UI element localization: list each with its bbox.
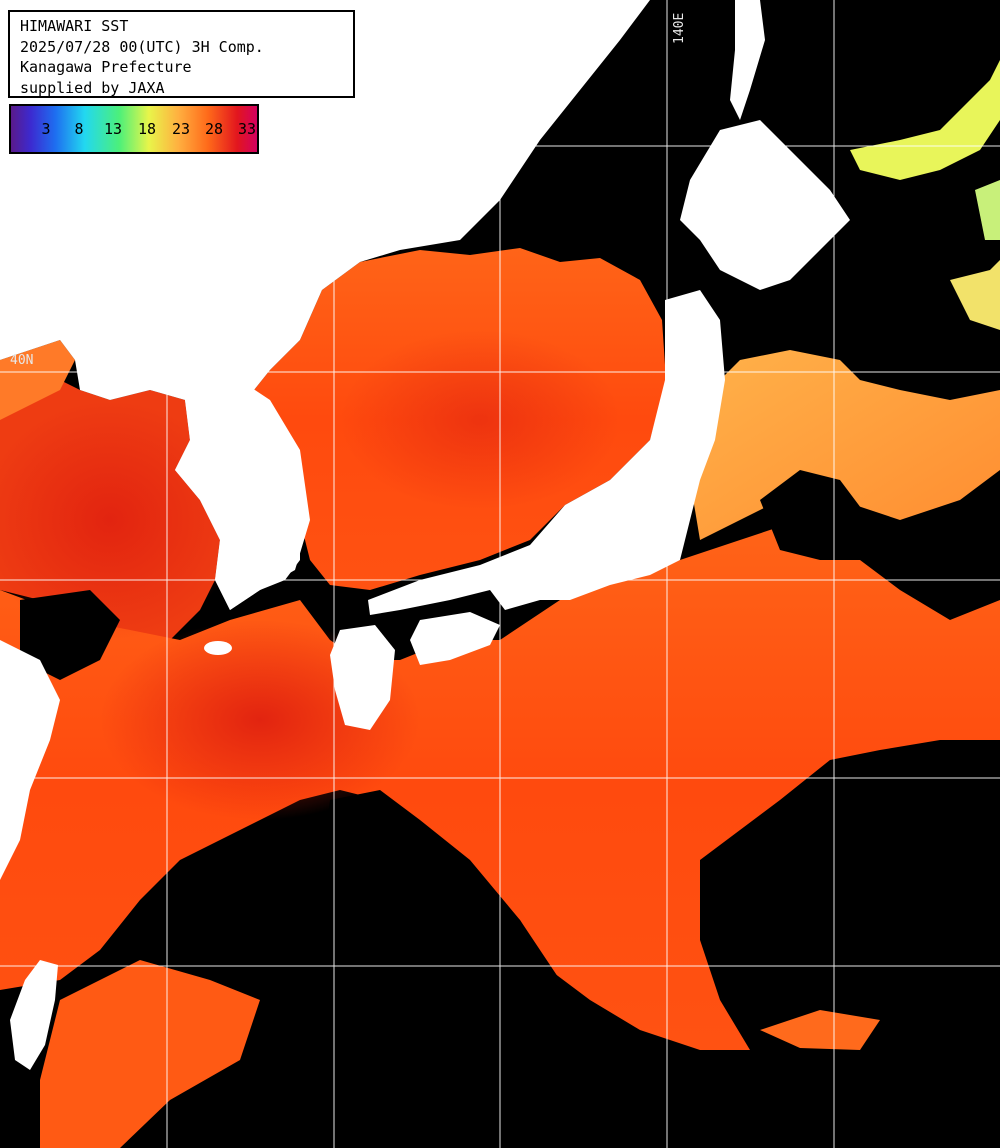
color-scale-legend: 3 8 13 18 23 28 33 xyxy=(9,104,259,154)
hot-zone-3 xyxy=(340,330,620,510)
legend-tick: 13 xyxy=(103,120,123,138)
legend-tick: 28 xyxy=(204,120,224,138)
legend-tick: 23 xyxy=(171,120,191,138)
lon-140-label: 140E xyxy=(672,12,687,44)
land-korea xyxy=(175,380,310,610)
land-china-coast xyxy=(0,640,60,880)
land-hokkaido xyxy=(680,120,850,290)
land-honshu xyxy=(368,290,725,615)
timestamp-line: 2025/07/28 00(UTC) 3H Comp. xyxy=(20,37,264,56)
cloud-patch-north xyxy=(820,330,1000,400)
region-line: Kanagawa Prefecture xyxy=(20,58,192,76)
legend-tick: 33 xyxy=(237,120,257,138)
northeast-cool-spots xyxy=(850,60,1000,180)
land-jeju xyxy=(204,641,232,655)
legend-tick: 8 xyxy=(74,120,84,138)
northeast-cool-spots-2 xyxy=(950,260,1000,330)
cloud-patch-south-west xyxy=(160,790,600,1148)
northeast-cool-spots-3 xyxy=(975,180,1000,240)
south-warm-strip xyxy=(40,960,260,1148)
pacific-cool-zone xyxy=(690,350,1000,540)
legend-tick: 18 xyxy=(137,120,157,138)
info-box: HIMAWARI SST 2025/07/28 00(UTC) 3H Comp.… xyxy=(8,10,355,98)
south-warm-strip-2 xyxy=(760,1010,880,1050)
cloud-patch-east xyxy=(760,470,1000,620)
cloud-patch-west xyxy=(20,590,120,680)
land-kyushu xyxy=(330,625,395,730)
legend-ticks: 3 8 13 18 23 28 33 xyxy=(11,120,257,140)
land-taiwan xyxy=(10,960,58,1070)
land-shikoku xyxy=(410,612,500,665)
supplier-line: supplied by JAXA xyxy=(20,78,165,97)
legend-tick: 3 xyxy=(41,120,51,138)
bohai-sea xyxy=(0,340,75,420)
land-island-north xyxy=(398,125,426,165)
product-title: HIMAWARI SST xyxy=(20,17,129,35)
land-sakhalin xyxy=(730,0,765,120)
lat-40-label: 40N xyxy=(10,353,34,368)
